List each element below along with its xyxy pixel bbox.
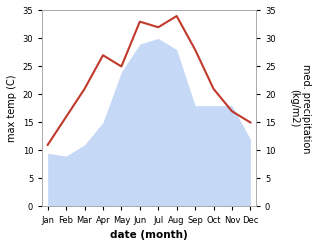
- X-axis label: date (month): date (month): [110, 230, 188, 240]
- Y-axis label: med. precipitation
(kg/m2): med. precipitation (kg/m2): [289, 64, 311, 153]
- Y-axis label: max temp (C): max temp (C): [7, 75, 17, 142]
